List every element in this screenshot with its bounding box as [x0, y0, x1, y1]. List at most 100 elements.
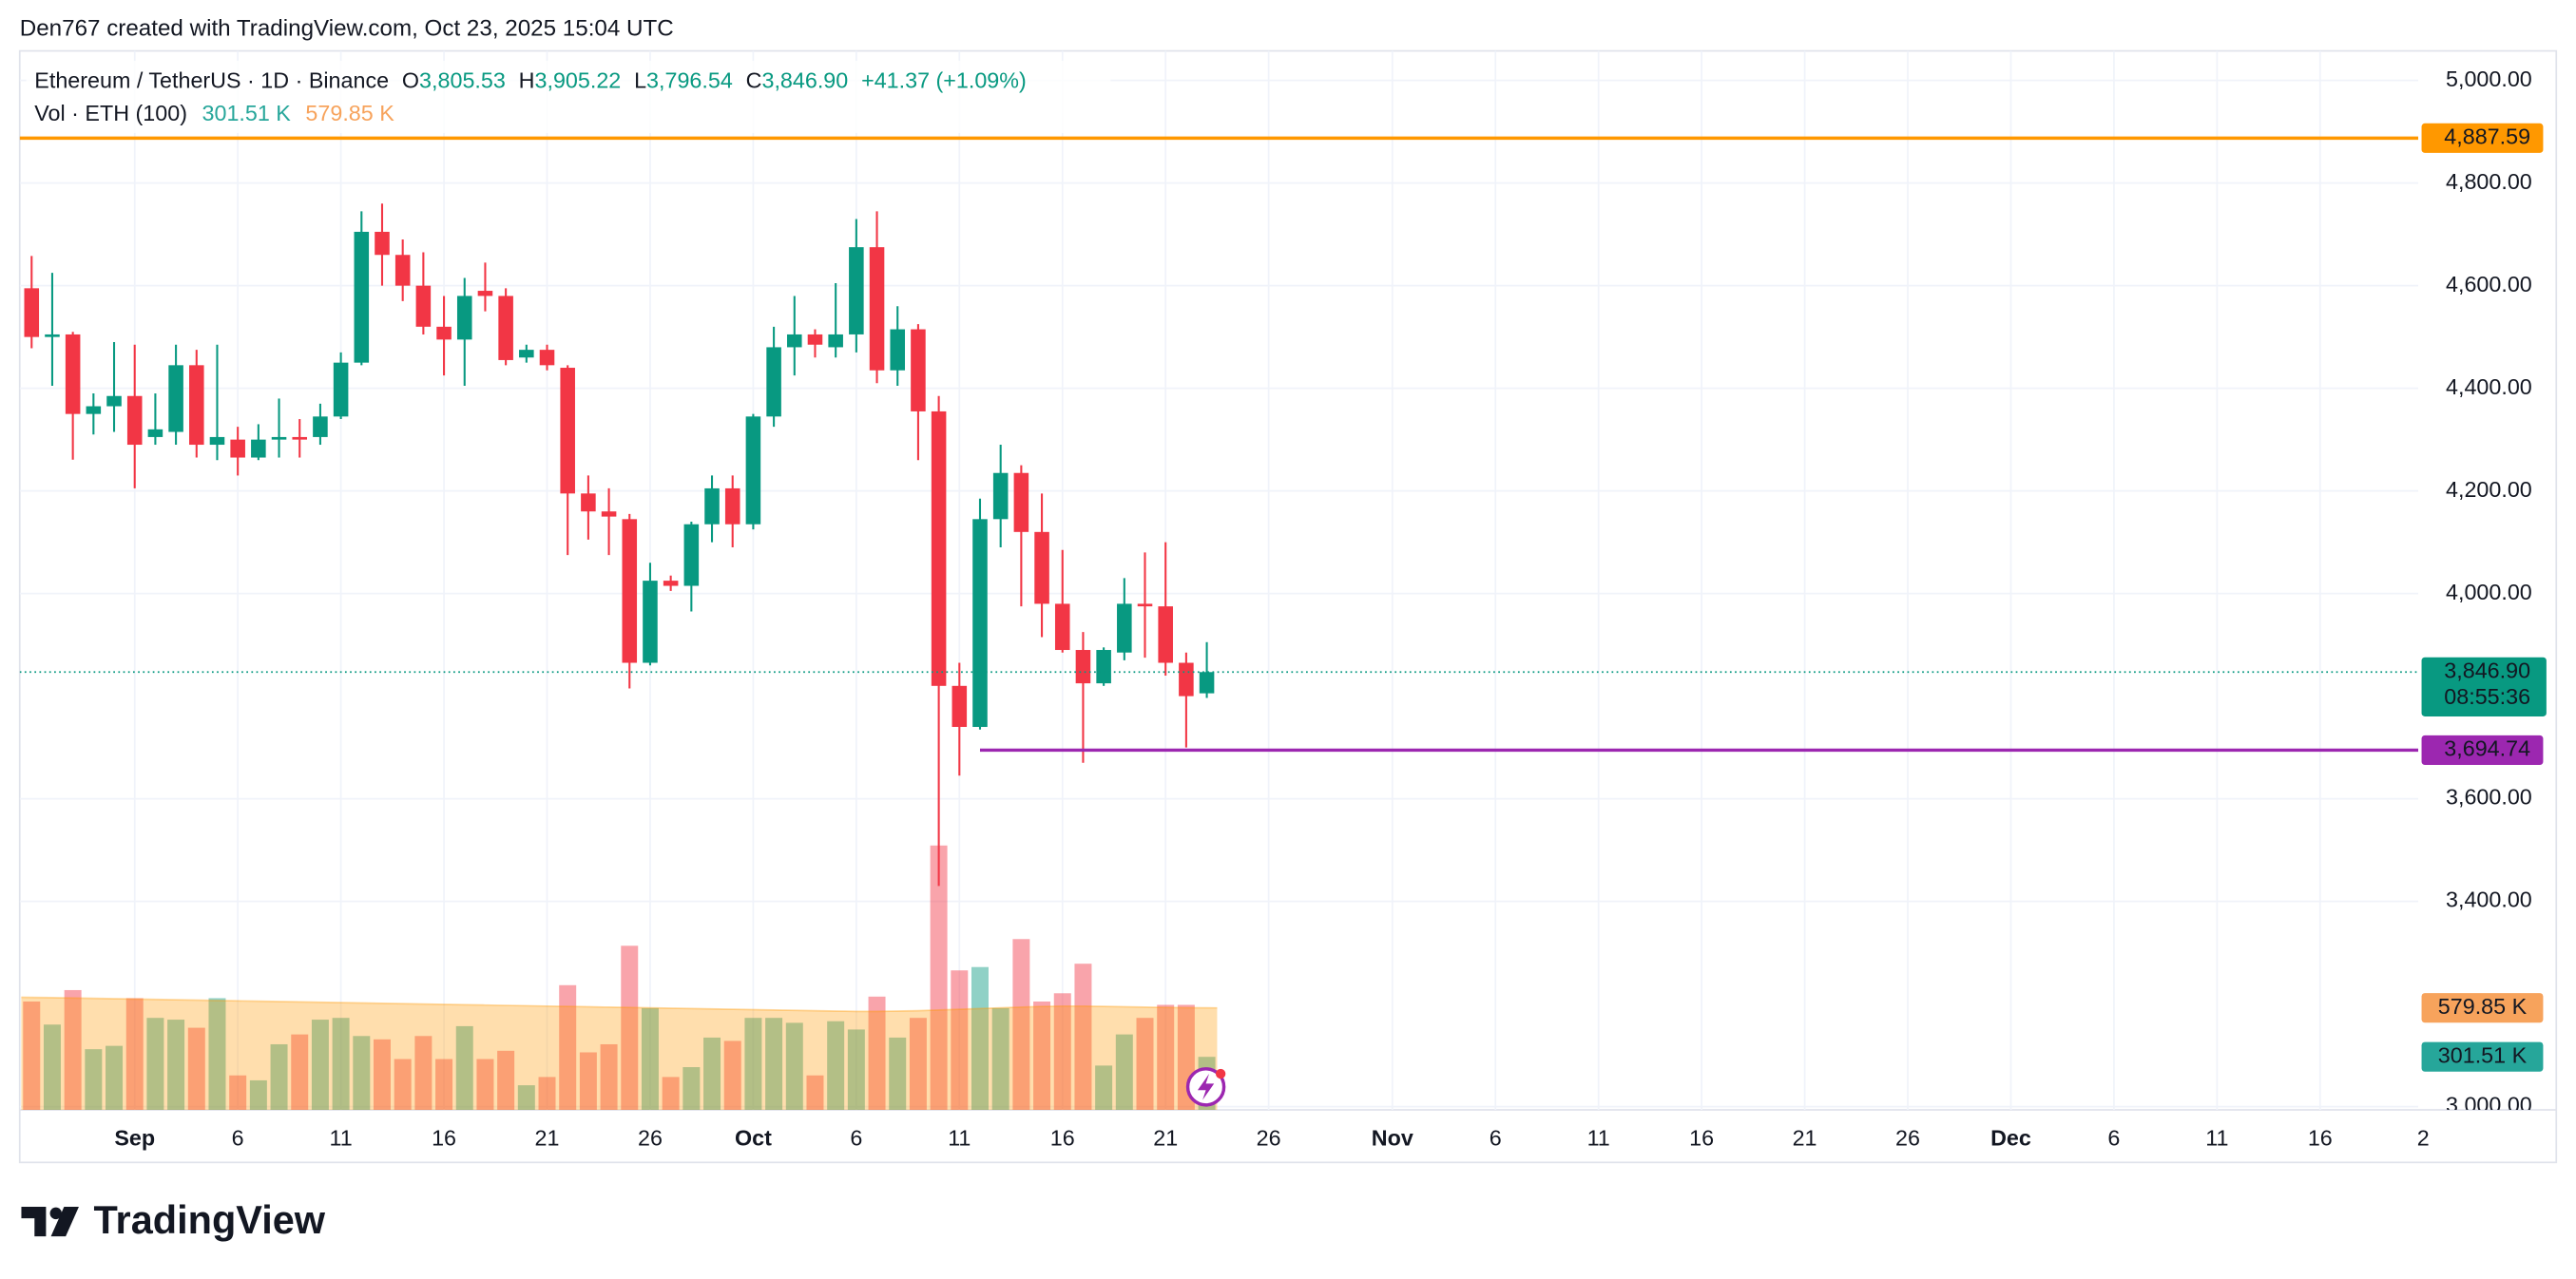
volume-bar [291, 1034, 309, 1111]
candle-body [271, 436, 287, 440]
volume-bar [64, 989, 82, 1111]
x-tick-label: 21 [1793, 1125, 1817, 1150]
chart-frame [18, 49, 2558, 1164]
candle-body [622, 519, 638, 663]
candle-body [972, 519, 988, 728]
close-key: C [746, 68, 762, 93]
volume-bar [765, 1018, 783, 1111]
candle-body [1158, 606, 1173, 663]
volume-bar [868, 996, 886, 1111]
candle-body [1117, 603, 1132, 653]
volume-bar [208, 998, 226, 1111]
y-tick-label: 3,400.00 [2446, 888, 2532, 912]
candle-body [230, 439, 245, 458]
candle-body [189, 365, 204, 446]
candle-body [126, 395, 143, 446]
candle-body [1054, 603, 1070, 651]
volume-bar [621, 945, 639, 1111]
open-key: O [402, 68, 419, 93]
credit: Den767 created with TradingView.com, Oct… [20, 15, 674, 41]
candle-body [45, 334, 60, 337]
candle-body [704, 487, 720, 525]
symbol: Ethereum / TetherUS · 1D · Binance [34, 68, 389, 93]
y-tick-label: 4,400.00 [2446, 374, 2532, 399]
level-badge [2421, 735, 2544, 765]
candle-body [65, 334, 81, 414]
volume-bar [187, 1027, 205, 1111]
volume-bar [951, 970, 969, 1111]
y-tick-label: 5,000.00 [2446, 67, 2532, 91]
y-tick-label: 4,600.00 [2446, 272, 2532, 296]
candle-body [787, 334, 802, 348]
candle-body [333, 362, 349, 417]
volume-bar [23, 1001, 41, 1111]
volume-bar [579, 1052, 597, 1111]
x-tick-label: 6 [232, 1125, 244, 1150]
price-axis: 3,000.00 3,400.00 3,600.00 4,000.00 4,200.00… [2446, 67, 2532, 1117]
candle-body [1013, 472, 1029, 532]
candle-body [828, 334, 843, 348]
candle-body [952, 685, 968, 728]
volume-bar [414, 1036, 433, 1111]
x-tick-label: 6 [1490, 1125, 1502, 1150]
x-tick-label: 6 [2107, 1125, 2120, 1150]
low-value: 3,796.54 [646, 68, 733, 93]
candle-body [992, 472, 1009, 520]
volume-bar [497, 1050, 515, 1111]
volume-ma-label: 579.85 K [2438, 994, 2528, 1019]
volume-bar [353, 1036, 371, 1111]
brand-name: TradingView [94, 1197, 326, 1242]
volume-bar [744, 1018, 762, 1111]
candle-body [1199, 672, 1215, 694]
volume-bar [455, 1025, 473, 1111]
volume-bar [1053, 993, 1071, 1111]
high-value: 3,905.22 [534, 68, 621, 93]
volume-ma-line [21, 996, 1218, 1013]
y-tick-label: 4,000.00 [2446, 580, 2532, 604]
candle-body [807, 334, 823, 345]
volume-bar [991, 1007, 1009, 1111]
candle-body [1096, 650, 1111, 684]
volume-bar [662, 1077, 680, 1111]
candle-body [86, 406, 102, 414]
candle-body [931, 410, 947, 686]
candle-body [519, 350, 534, 358]
volume-bar [85, 1049, 103, 1111]
candle-body [106, 395, 122, 407]
volume-badge [2421, 1041, 2544, 1072]
candle-body [911, 329, 926, 411]
candle-body [24, 288, 40, 337]
y-tick-label: 3,000.00 [2446, 1093, 2532, 1117]
volume-bar [167, 1020, 185, 1111]
candle-body [745, 416, 761, 525]
volume-bar [641, 1007, 659, 1111]
price-pane [19, 136, 2419, 887]
volume-bar [1115, 1034, 1133, 1111]
x-tick-label: 16 [432, 1125, 456, 1150]
x-tick-label: Dec [1990, 1125, 2031, 1150]
y-tick-label: 4,800.00 [2446, 169, 2532, 194]
volume-bar [827, 1021, 845, 1111]
candle-body [539, 350, 555, 366]
countdown: 08:55:36 [2444, 684, 2530, 709]
candle-body [292, 436, 308, 440]
x-tick-label: 11 [330, 1125, 353, 1150]
volume-bar [106, 1045, 124, 1111]
volume-bar [43, 1024, 61, 1111]
candle-body [375, 231, 390, 256]
candle-body [436, 326, 452, 340]
last-price-label: 3,846.90 [2444, 658, 2530, 682]
volume-ma-area [21, 997, 1218, 1111]
candle-body [251, 439, 266, 458]
volume-bar [971, 966, 989, 1111]
volume-pane [21, 845, 1218, 1111]
volume-bar [374, 1039, 391, 1111]
x-tick-label: Nov [1372, 1125, 1413, 1150]
legend-main: Ethereum / TetherUS · 1D · Binance O3,805… [34, 68, 1026, 93]
volume-bar [889, 1037, 907, 1111]
candle-body [354, 231, 370, 363]
candle-body [147, 429, 163, 437]
candle-body [849, 247, 864, 334]
